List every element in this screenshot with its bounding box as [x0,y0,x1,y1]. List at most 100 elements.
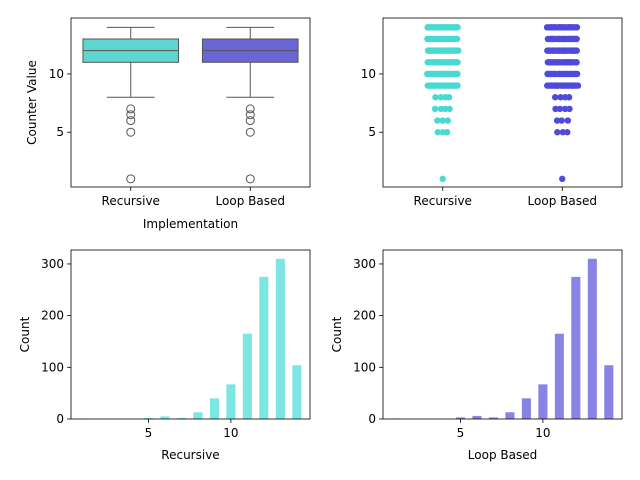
histogram-bar [455,417,466,419]
strip-point [564,117,572,124]
strip-point [573,24,581,31]
stripplot-panel: 5 10 Recursive Loop Based [361,17,623,208]
strip-point [557,94,564,101]
histogram-bar [587,258,597,419]
strip-point [431,105,439,113]
outlier-point [245,116,255,126]
y-axis-title: Count [330,316,344,352]
histogram-bar [521,398,531,419]
strip-point [573,59,580,66]
outlier-point [245,127,255,137]
histogram-bar [472,415,482,419]
strip-recursive [424,24,462,183]
axes-frame [70,17,311,188]
strip-point [454,59,461,66]
strip-point [455,47,462,54]
y-tick-label: 10 [361,67,376,81]
strip-point [453,35,461,43]
outlier-point [126,174,136,184]
strip-point [454,70,461,78]
outlier-point [245,174,255,184]
y-tick-label: 300 [41,257,64,271]
strip-point [559,175,566,183]
boxplot-panel: 5 10 Recursive Loop Based Implementation Coun… [25,17,311,231]
strip-point [454,82,461,89]
y-tick-label: 100 [353,360,376,374]
x-tick-label: Loop Based [216,194,285,208]
outlier-point [126,116,136,126]
strip-point [446,105,453,113]
strip-point [565,94,573,101]
histogram-bar [193,412,203,419]
outlier-point [126,127,136,137]
axes-frame [70,249,311,420]
strip-point [564,129,571,136]
histogram-bar [538,384,548,419]
box-recursive [82,26,180,184]
histogram-panel-2: 0 100 200 300 5 10 Loop Based Count [330,249,623,462]
histogram-bar [275,258,285,419]
histogram-bar [292,365,302,419]
strip-point [558,117,565,124]
histogram-bar [505,412,515,419]
strip-point [574,82,582,89]
outlier-point [245,104,255,114]
strip-point [554,129,561,136]
x-tick-label: Recursive [414,194,472,208]
axes-frame [382,17,623,188]
outlier-point [245,110,255,120]
histogram-bar [143,417,154,419]
histogram-panel-1: 0 100 200 300 5 10 Recursive Count [18,249,311,462]
y-tick-label: 0 [368,412,376,426]
axes-frame [382,249,623,420]
strip-point [454,24,461,31]
strip-point [556,105,564,113]
y-tick-label: 10 [49,67,64,81]
strip-loop-based [543,24,582,183]
x-tick-label: 10 [223,426,238,440]
histogram-bar [226,384,236,419]
y-tick-label: 5 [368,125,376,139]
x-tick-label: Recursive [102,194,160,208]
y-axis-title: Counter Value [25,60,39,145]
y-axis-title: Count [18,316,32,352]
strip-point [551,94,559,101]
histogram-bar [571,276,581,419]
y-tick-label: 5 [56,125,64,139]
strip-point [434,117,441,124]
strip-point [437,94,445,101]
x-tick-label: 5 [457,426,465,440]
box-loop-based [201,26,299,184]
histogram-bar [160,416,170,419]
strip-point [445,94,453,101]
histogram-bar [604,365,614,419]
strip-point [573,70,581,78]
histogram-bar [209,398,219,419]
x-axis-title: Loop Based [468,448,537,462]
strip-point [442,105,449,113]
strip-point [566,105,573,113]
histogram-bar [259,276,269,419]
strip-point [439,175,446,183]
strip-point [573,35,580,43]
y-tick-label: 100 [41,360,64,374]
strip-point [444,117,451,124]
histogram-bar [554,333,564,419]
outlier-point [126,110,136,120]
x-tick-label: Loop Based [528,194,597,208]
y-tick-label: 200 [41,309,64,323]
x-axis-title: Implementation [143,217,238,231]
strip-point [434,129,441,136]
y-tick-label: 200 [353,309,376,323]
histogram-bar [242,333,252,419]
strip-point [439,117,446,124]
strip-point [573,47,580,54]
strip-point [553,117,561,124]
strip-point [443,129,451,136]
x-tick-label: 10 [535,426,550,440]
histogram-bar [176,417,186,419]
x-axis-title: Recursive [161,448,219,462]
strip-point [432,94,439,101]
x-tick-label: 5 [145,426,153,440]
